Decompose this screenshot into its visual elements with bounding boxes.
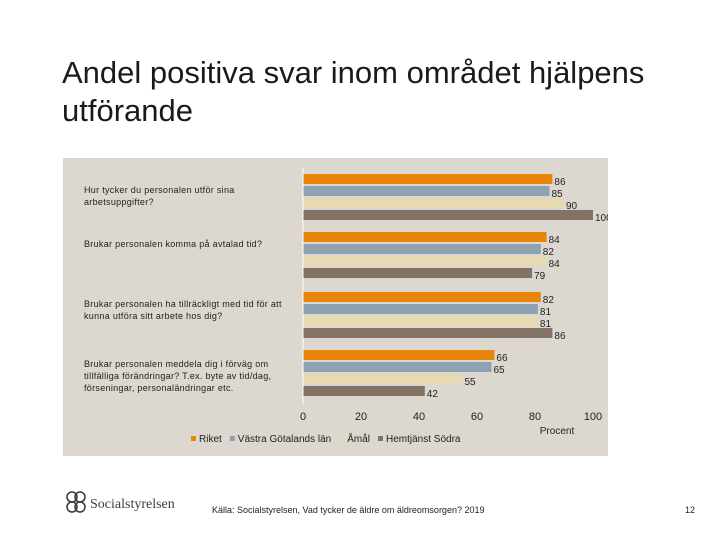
page-number: 12 <box>685 505 696 515</box>
bar <box>303 374 463 384</box>
legend-swatch <box>191 436 196 441</box>
legend-entry: Västra Götalands län <box>238 434 331 445</box>
data-label: 65 <box>494 365 506 376</box>
category-label: Brukar personalen meddela dig i förväg o… <box>84 359 272 393</box>
x-tick-label: 60 <box>471 411 483 423</box>
bar <box>303 232 547 242</box>
category-label: Brukar personalen ha tillräckligt med ti… <box>84 299 282 321</box>
category-label: Hur tycker du personalen utför sina arbe… <box>84 185 235 207</box>
data-label: 55 <box>465 377 477 388</box>
category-label: Brukar personalen komma på avtalad tid? <box>84 239 263 249</box>
x-tick-label: 80 <box>529 411 541 423</box>
legend-entry: Åmål <box>347 432 370 445</box>
bar <box>303 316 538 326</box>
data-label: 82 <box>543 247 555 258</box>
legend-swatch <box>229 436 235 441</box>
legend-entry: Riket <box>199 434 222 445</box>
page-title: Andel positiva svar inom området hjälpen… <box>62 55 645 128</box>
data-label: 90 <box>566 201 578 212</box>
socialstyrelsen-logo: Socialstyrelsen <box>66 491 175 513</box>
legend-swatch <box>339 436 345 441</box>
bar <box>303 328 553 338</box>
data-label: 84 <box>549 259 561 270</box>
bar <box>303 292 541 302</box>
data-label: 84 <box>549 235 561 246</box>
chart-panel: Hur tycker du personalen utför sina arbe… <box>63 158 608 456</box>
bar <box>303 186 550 196</box>
data-label: 81 <box>540 319 552 330</box>
x-tick-label: 20 <box>355 411 367 423</box>
bar <box>303 244 541 254</box>
data-label: 42 <box>427 389 439 400</box>
data-label: 100 <box>595 213 608 224</box>
x-tick-label: 0 <box>300 411 306 423</box>
bar <box>303 350 495 360</box>
logo-text: Socialstyrelsen <box>90 497 175 512</box>
x-tick-label: 100 <box>584 411 602 423</box>
logo-mark-icon <box>66 491 86 513</box>
data-label: 81 <box>540 307 552 318</box>
data-label: 86 <box>554 331 566 342</box>
bar <box>303 256 547 266</box>
bar <box>303 304 538 314</box>
source-note: Källa: Socialstyrelsen, Vad tycker de äl… <box>212 505 485 515</box>
bar <box>303 386 425 396</box>
data-label: 86 <box>554 177 566 188</box>
data-label: 66 <box>496 353 508 364</box>
x-axis-label: Procent <box>540 426 575 437</box>
legend-swatch <box>377 436 383 441</box>
x-tick-label: 40 <box>413 411 425 423</box>
bar <box>303 268 533 278</box>
legend-entry: Hemtjänst Södra <box>386 434 461 445</box>
bar <box>303 210 593 220</box>
bar <box>303 174 553 184</box>
data-label: 82 <box>543 295 555 306</box>
data-label: 79 <box>534 271 546 282</box>
data-label: 85 <box>552 189 564 200</box>
bar <box>303 362 492 372</box>
bar <box>303 198 564 208</box>
bar-chart: 8685901008482847982818186666555420204060… <box>191 168 608 445</box>
